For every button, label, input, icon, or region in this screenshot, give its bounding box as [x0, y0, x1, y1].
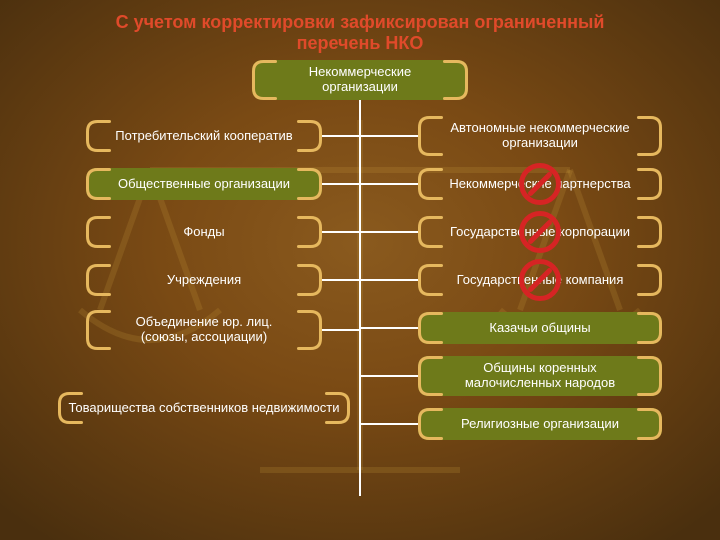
left-node-2: Фонды	[86, 216, 322, 248]
right-node-1: Некоммерческие партнерства	[418, 168, 662, 200]
left-node-3-label: Учреждения	[167, 273, 241, 288]
root-node-label: Некоммерческие организации	[309, 65, 411, 95]
right-node-1-label: Некоммерческие партнерства	[449, 177, 630, 192]
root-node: Некоммерческие организации	[252, 60, 468, 100]
page-title: С учетом корректировки зафиксирован огра…	[0, 12, 720, 54]
right-node-0-label: Автономные некоммерческие организации	[450, 121, 629, 151]
left-node-4-label: Объединение юр. лиц. (союзы, ассоциации)	[136, 315, 273, 345]
left-node-5-label: Товарищества собственников недвижимости	[68, 401, 339, 416]
right-node-4: Казачьи общины	[418, 312, 662, 344]
right-node-4-label: Казачьи общины	[489, 321, 590, 336]
left-node-5: Товарищества собственников недвижимости	[58, 392, 350, 424]
right-node-3-label: Государственные компания	[457, 273, 624, 288]
left-node-4: Объединение юр. лиц. (союзы, ассоциации)	[86, 310, 322, 350]
right-node-6-label: Религиозные организации	[461, 417, 619, 432]
right-node-0: Автономные некоммерческие организации	[418, 116, 662, 156]
right-node-2-label: Государственные корпорации	[450, 225, 630, 240]
left-node-2-label: Фонды	[183, 225, 224, 240]
left-node-0-label: Потребительский кооператив	[115, 129, 292, 144]
left-node-1-label: Общественные организации	[118, 177, 290, 192]
right-node-2: Государственные корпорации	[418, 216, 662, 248]
left-node-1: Общественные организации	[86, 168, 322, 200]
right-node-6: Религиозные организации	[418, 408, 662, 440]
left-node-3: Учреждения	[86, 264, 322, 296]
right-node-5-label: Общины коренных малочисленных народов	[465, 361, 615, 391]
right-node-5: Общины коренных малочисленных народов	[418, 356, 662, 396]
diagram-stage: С учетом корректировки зафиксирован огра…	[0, 0, 720, 540]
left-node-0: Потребительский кооператив	[86, 120, 322, 152]
right-node-3: Государственные компания	[418, 264, 662, 296]
